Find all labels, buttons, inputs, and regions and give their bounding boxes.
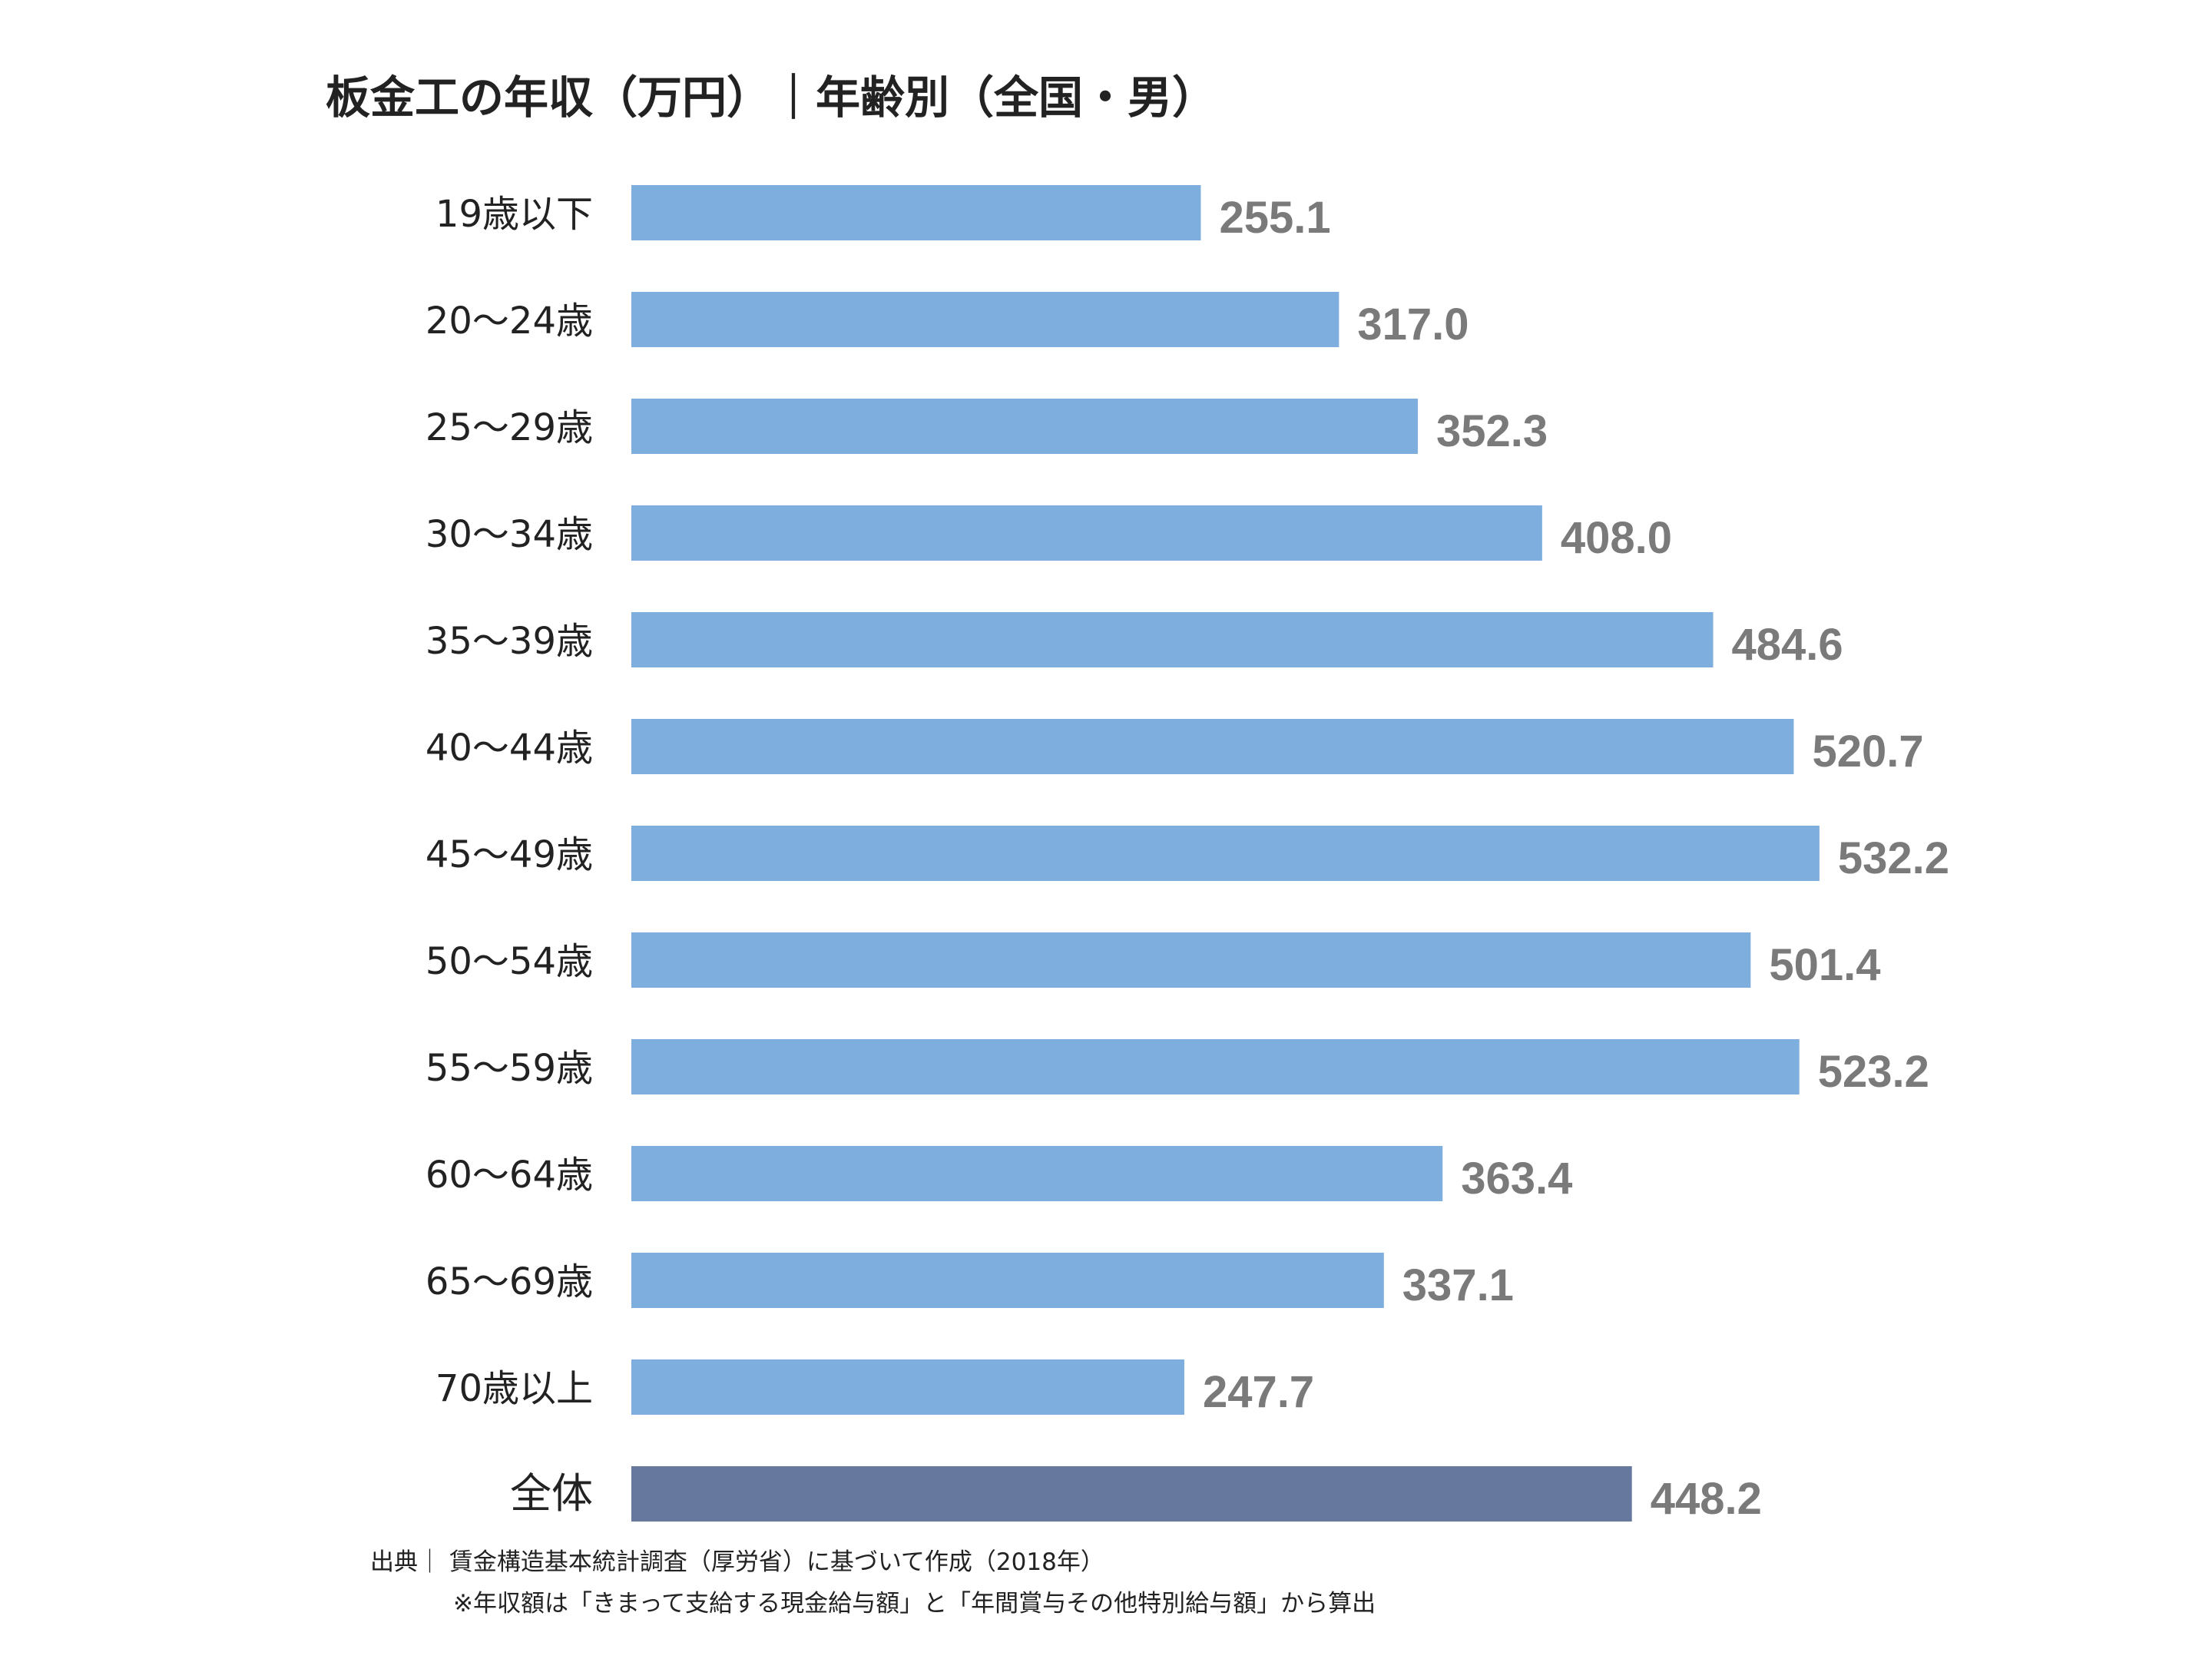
bar-3 — [631, 505, 1542, 561]
value-label: 532.2 — [1838, 833, 1949, 883]
category-label: 25～29歳 — [426, 406, 593, 449]
bar-6 — [631, 826, 1820, 881]
value-label: 363.4 — [1461, 1154, 1572, 1204]
category-label: 40～44歳 — [426, 727, 593, 770]
category-label: 45～49歳 — [426, 833, 593, 876]
value-label: 317.0 — [1357, 300, 1469, 349]
value-label: 448.2 — [1651, 1474, 1762, 1524]
value-label: 408.0 — [1561, 513, 1672, 563]
value-label: 520.7 — [1812, 727, 1923, 777]
category-label: 19歳以下 — [435, 193, 593, 236]
chart-title: 板金工の年収（万円）｜年齢別（全国・男） — [326, 71, 1217, 124]
category-label: 30～34歳 — [426, 513, 593, 556]
category-label: 70歳以上 — [435, 1367, 593, 1410]
bar-4 — [631, 612, 1714, 667]
bar-10 — [631, 1253, 1384, 1308]
category-label: 55～59歳 — [426, 1047, 593, 1090]
category-label: 全体 — [510, 1469, 593, 1518]
value-label: 255.1 — [1219, 193, 1330, 243]
value-label: 247.7 — [1203, 1367, 1314, 1417]
bar-8 — [631, 1039, 1800, 1094]
source-note: ※年収額は「きまって支給する現金給与額」と「年間賞与その他特別給与額」から算出 — [453, 1590, 1376, 1618]
bar-0 — [631, 185, 1201, 240]
bar-7 — [631, 932, 1751, 988]
category-label: 35～39歳 — [426, 620, 593, 663]
category-label: 50～54歳 — [426, 940, 593, 983]
bar-11 — [631, 1359, 1184, 1415]
value-label: 501.4 — [1769, 940, 1880, 990]
value-label: 484.6 — [1732, 620, 1843, 670]
category-label: 60～64歳 — [426, 1154, 593, 1197]
value-label: 352.3 — [1436, 406, 1548, 456]
value-label: 523.2 — [1818, 1047, 1929, 1097]
value-label: 337.1 — [1402, 1260, 1514, 1310]
bar-total — [631, 1466, 1632, 1522]
bar-1 — [631, 292, 1339, 347]
bar-2 — [631, 399, 1418, 454]
bar-5 — [631, 719, 1794, 774]
category-label: 65～69歳 — [426, 1260, 593, 1303]
category-label: 20～24歳 — [426, 300, 593, 343]
bar-9 — [631, 1146, 1443, 1201]
source-text: 出典｜ 賃金構造基本統計調査（厚労省）に基づいて作成（2018年） — [370, 1548, 1104, 1576]
